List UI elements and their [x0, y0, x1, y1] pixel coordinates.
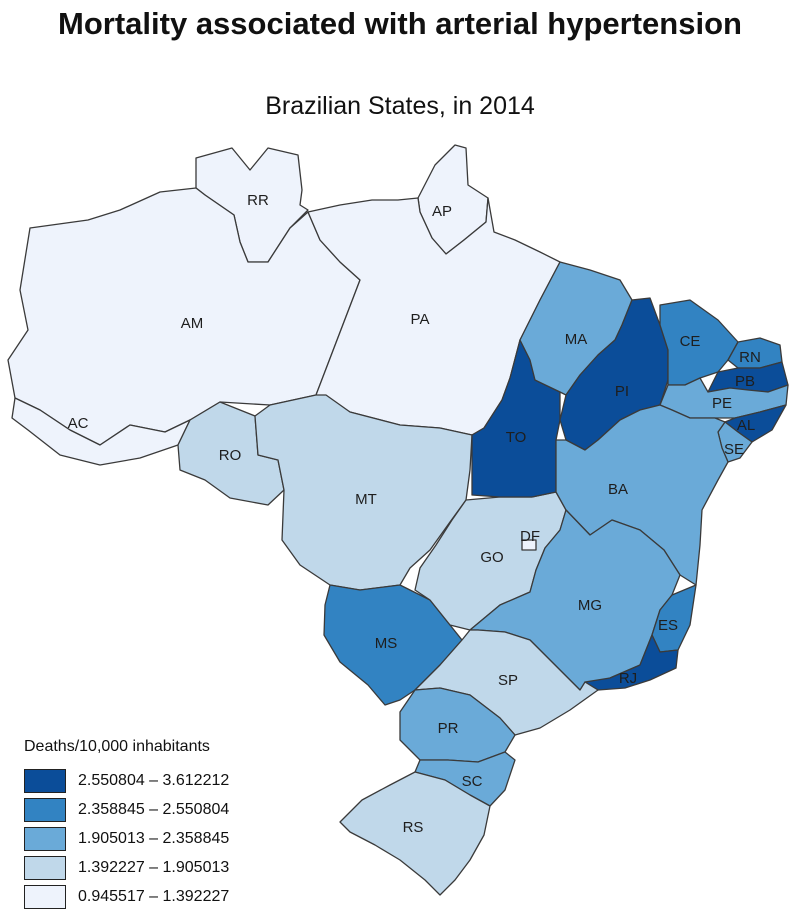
legend-swatch [24, 797, 66, 822]
state-RO [177, 401, 285, 506]
label-ES: ES [658, 617, 678, 634]
label-PE: PE [712, 395, 732, 412]
state-RJ [584, 634, 679, 691]
label-RJ: RJ [619, 670, 637, 687]
label-TO: TO [506, 429, 527, 446]
label-AP: AP [432, 203, 452, 220]
legend-swatch [24, 855, 66, 880]
legend-swatch [24, 884, 66, 909]
label-PI: PI [615, 383, 629, 400]
label-RS: RS [403, 819, 424, 836]
label-RN: RN [739, 349, 761, 366]
legend-row: 1.392227 – 1.905013 [24, 853, 229, 882]
label-PR: PR [438, 720, 459, 737]
label-SC: SC [462, 773, 483, 790]
legend-swatch [24, 768, 66, 793]
label-RO: RO [219, 447, 242, 464]
state-labels: RR AP AM PA AC RO MT MA PI CE RN PB PE A… [68, 192, 761, 836]
label-AL: AL [737, 417, 755, 434]
label-SE: SE [724, 441, 744, 458]
label-MT: MT [355, 491, 377, 508]
label-DF: DF [520, 528, 540, 545]
legend-range: 1.905013 – 2.358845 [78, 829, 230, 847]
legend-range: 2.550804 – 3.612212 [78, 771, 230, 789]
legend-row: 0.945517 – 1.392227 [24, 882, 229, 911]
label-CE: CE [680, 333, 701, 350]
label-SP: SP [498, 672, 518, 689]
label-PB: PB [735, 373, 755, 390]
label-AC: AC [68, 415, 89, 432]
label-MS: MS [375, 635, 398, 652]
legend-row: 1.905013 – 2.358845 [24, 824, 229, 853]
state-MT [254, 394, 473, 591]
legend-range: 2.358845 – 2.550804 [78, 800, 230, 818]
legend-swatch [24, 826, 66, 851]
legend: Deaths/10,000 inhabitants 2.550804 – 3.6… [24, 738, 229, 911]
label-BA: BA [608, 481, 628, 498]
label-PA: PA [411, 311, 430, 328]
legend-range: 0.945517 – 1.392227 [78, 887, 230, 905]
state-DF [521, 539, 537, 551]
map-title: Mortality associated with arterial hyper… [58, 6, 742, 41]
label-AM: AM [181, 315, 204, 332]
map-subtitle: Brazilian States, in 2014 [265, 92, 535, 120]
label-MA: MA [565, 331, 588, 348]
state-CE [659, 299, 739, 386]
legend-range: 1.392227 – 1.905013 [78, 858, 230, 876]
label-GO: GO [480, 549, 503, 566]
legend-row: 2.358845 – 2.550804 [24, 795, 229, 824]
label-RR: RR [247, 192, 269, 209]
label-MG: MG [578, 597, 602, 614]
legend-title: Deaths/10,000 inhabitants [24, 738, 210, 755]
legend-row: 2.550804 – 3.612212 [24, 766, 229, 795]
state-RS [339, 771, 491, 896]
